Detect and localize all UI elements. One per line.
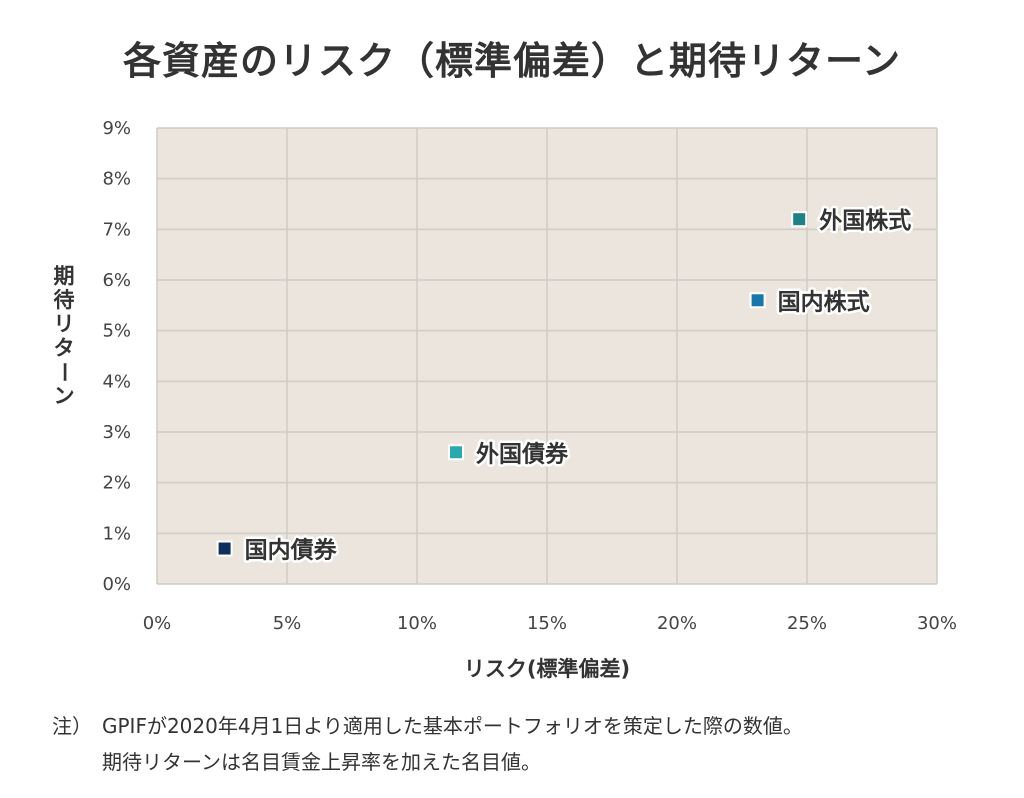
- y-tick-label: 8%: [102, 169, 131, 190]
- point-marker: [218, 542, 231, 555]
- point-marker: [793, 213, 806, 226]
- x-tick-label: 15%: [527, 613, 567, 634]
- y-axis-label-char: 待: [54, 288, 75, 312]
- footnote-line-2: 期待リターンは名目賃金上昇率を加えた名目値。: [102, 750, 541, 774]
- scatter-chart: 0% 5% 10% 15% 20% 25% 30% 0% 1% 2% 3% 4% 5% 6% 7% 8% 9%…: [52, 118, 957, 681]
- y-axis-label-char: タ: [54, 336, 75, 360]
- grid-lines: [156, 127, 938, 585]
- x-tick-label: 5%: [273, 613, 302, 634]
- x-tick-label: 20%: [657, 613, 697, 634]
- data-points: 国内債券 外国債券 国内株式 外国株式: [216, 205, 914, 566]
- footnote-line-1: GPIFが2020年4月1日より適用した基本ポートフォリオを策定した際の数値。: [102, 714, 803, 738]
- x-axis-ticks: 0% 5% 10% 15% 20% 25% 30%: [143, 613, 957, 634]
- x-tick-label: 10%: [397, 613, 437, 634]
- y-tick-label: 2%: [102, 473, 131, 494]
- y-axis-label-char: ー: [52, 362, 76, 383]
- point-marker: [450, 446, 462, 459]
- y-axis-label: 期待リターン: [52, 264, 76, 408]
- x-tick-label: 25%: [787, 613, 827, 634]
- y-tick-label: 3%: [102, 422, 131, 443]
- y-axis-label-char: 期: [54, 264, 75, 288]
- y-tick-label: 7%: [102, 219, 131, 240]
- x-tick-label: 30%: [917, 613, 957, 634]
- y-axis-label-char: ン: [54, 384, 75, 408]
- point-label: 国内株式: [778, 289, 870, 315]
- data-point: 国内株式: [749, 287, 872, 318]
- y-axis-label-char: リ: [54, 312, 75, 336]
- footnote-marker: 注）: [52, 714, 92, 738]
- y-tick-label: 6%: [102, 270, 131, 291]
- data-point: 国内債券: [216, 534, 340, 566]
- point-label: 外国債券: [476, 440, 569, 467]
- chart-title: 各資産のリスク（標準偏差）と期待リターン: [122, 39, 902, 83]
- point-label: 国内債券: [245, 537, 338, 564]
- y-tick-label: 5%: [102, 321, 131, 342]
- point-label: 外国株式: [819, 207, 911, 234]
- y-tick-label: 0%: [102, 574, 131, 595]
- y-tick-label: 4%: [102, 371, 131, 392]
- x-axis-label: リスク(標準偏差): [464, 657, 630, 681]
- footnote: 注） GPIFが2020年4月1日より適用した基本ポートフォリオを策定した際の数…: [52, 708, 1012, 780]
- x-tick-label: 0%: [143, 613, 172, 634]
- y-tick-label: 1%: [102, 523, 131, 544]
- data-point: 外国債券: [448, 438, 572, 470]
- data-point: 外国株式: [791, 205, 914, 237]
- y-tick-label: 9%: [102, 118, 131, 139]
- y-axis-ticks: 0% 1% 2% 3% 4% 5% 6% 7% 8% 9%: [102, 118, 131, 595]
- point-marker: [751, 294, 764, 307]
